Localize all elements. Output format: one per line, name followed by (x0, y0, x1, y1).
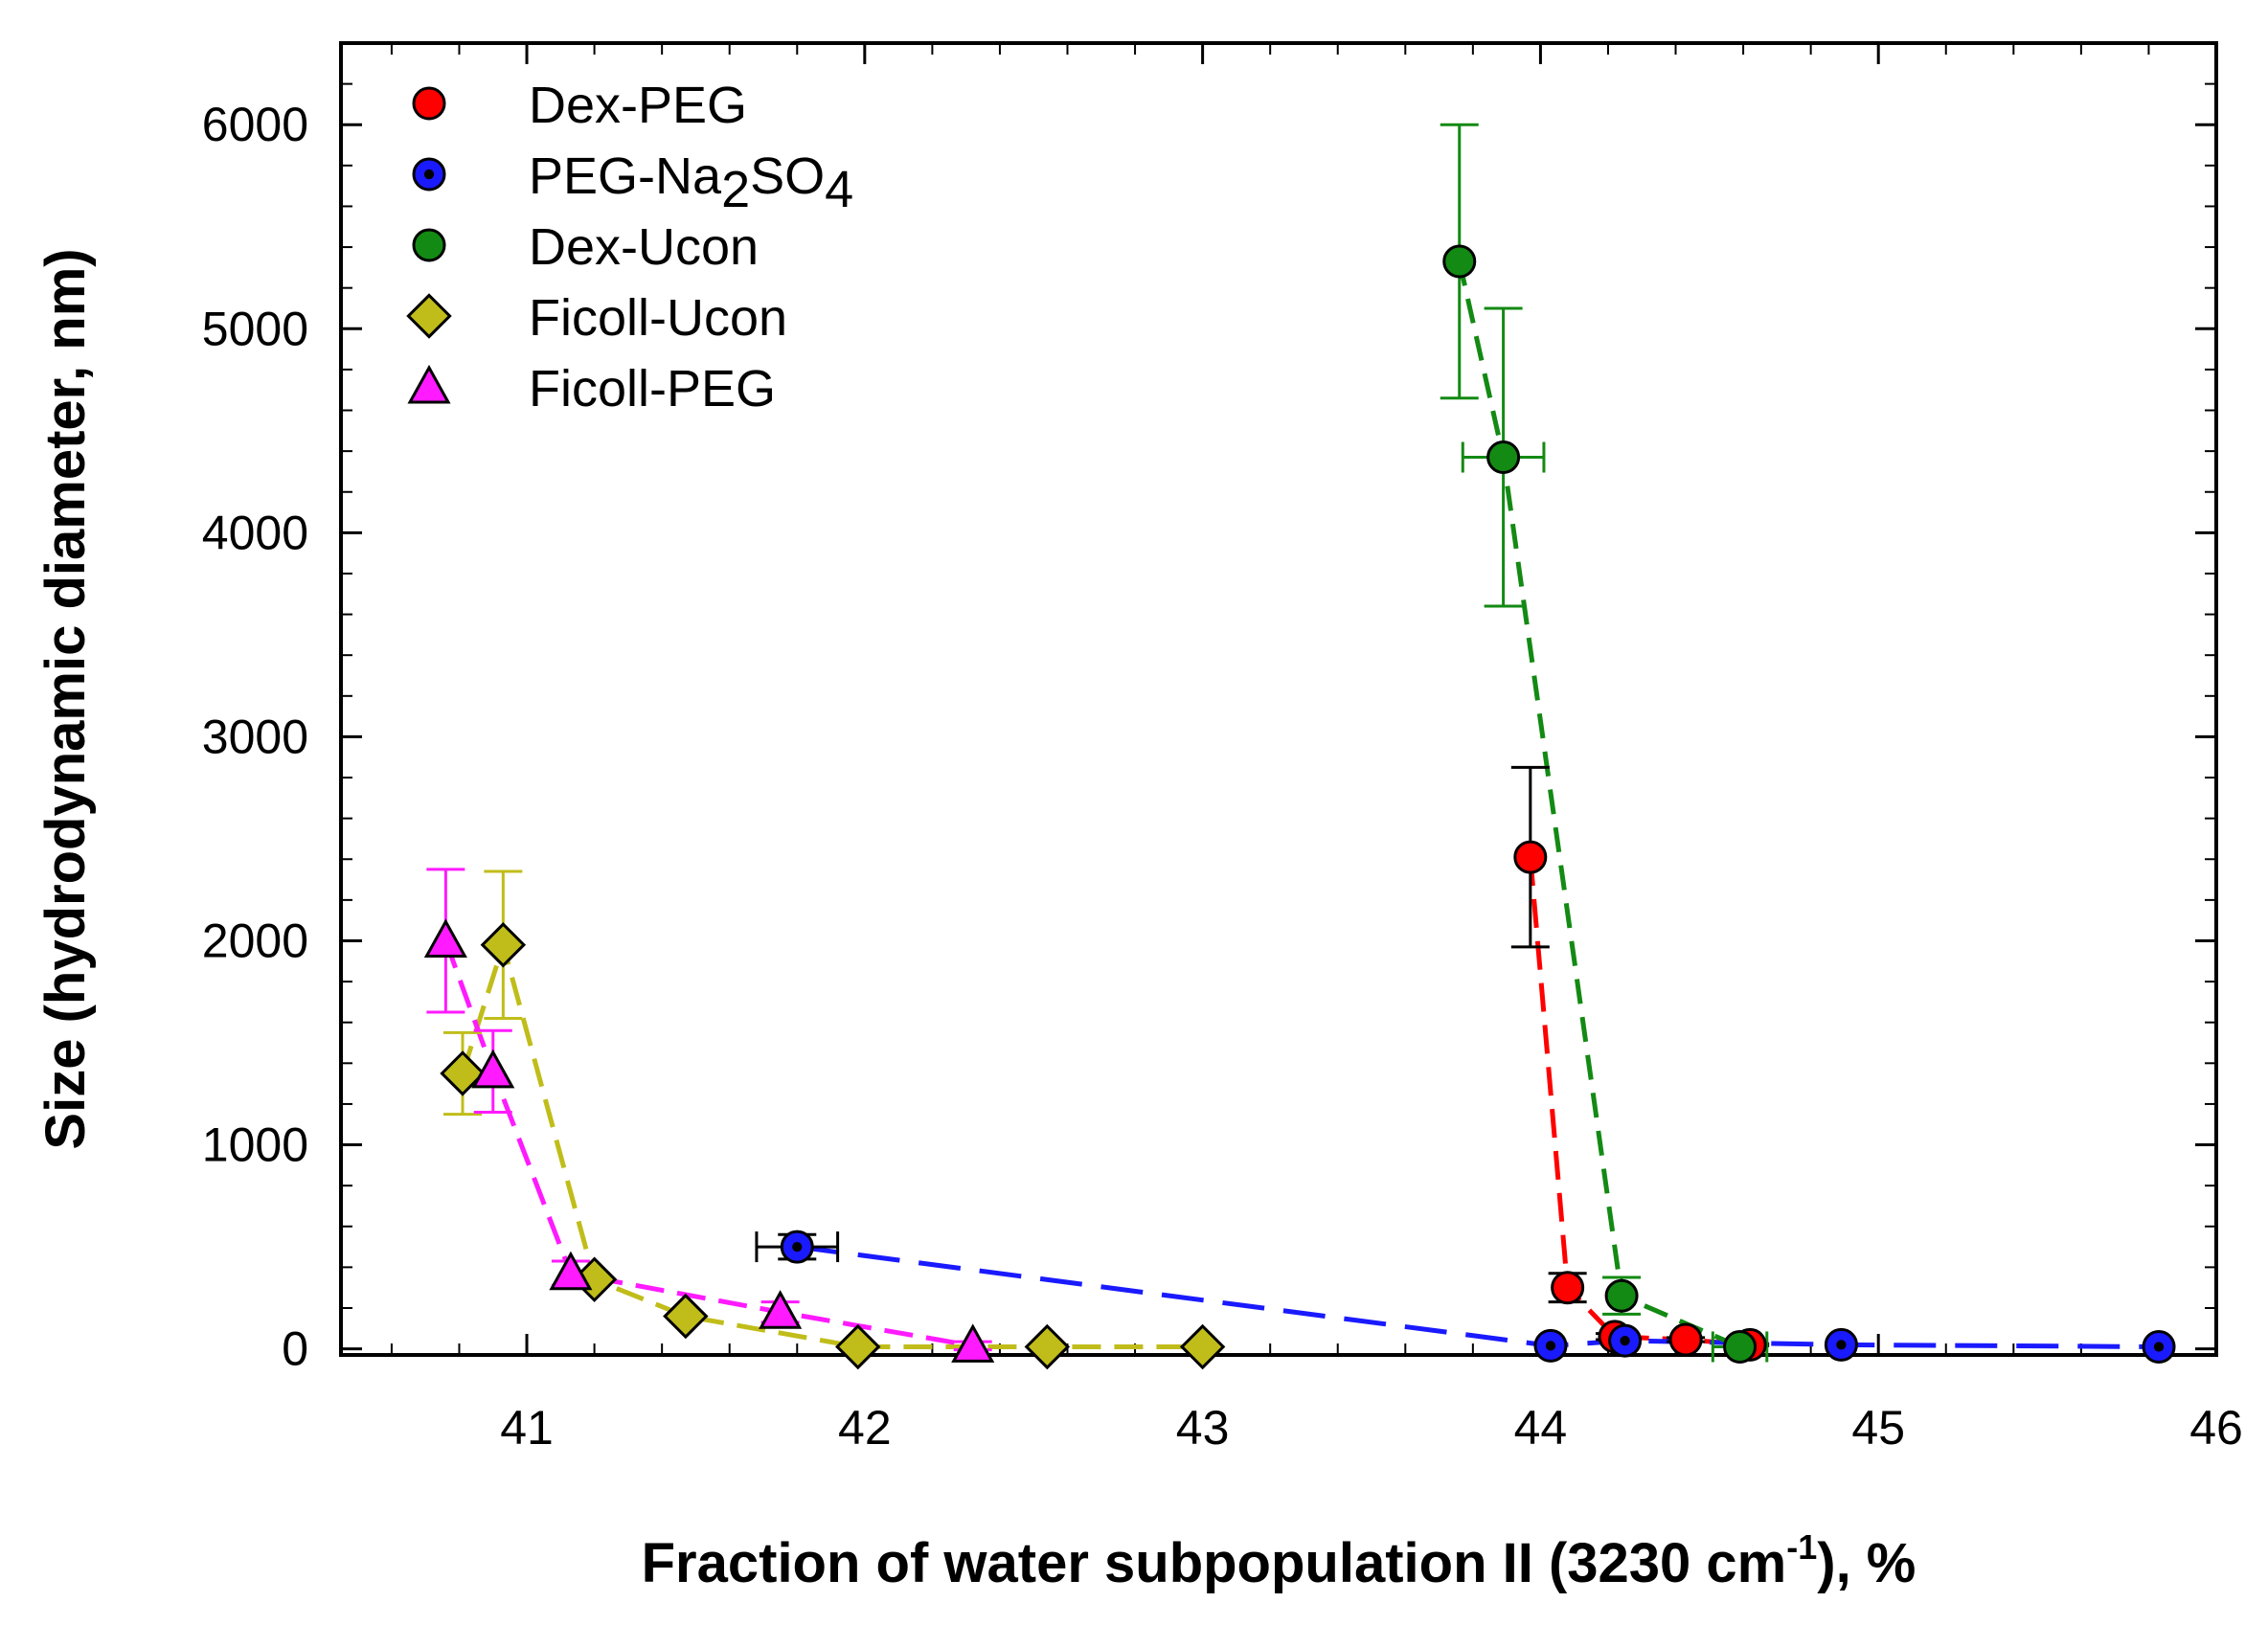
data-point-ficoll-peg (759, 1290, 803, 1329)
data-point-peg-na2so4-dot (1836, 1340, 1847, 1350)
legend-marker-peg-na2so4-dot (423, 169, 435, 180)
legend-label-ficoll-peg: Ficoll-PEG (529, 360, 776, 418)
data-point-peg-na2so4 (2142, 1329, 2176, 1364)
y-tick-label: 0 (282, 1322, 308, 1376)
data-point-ficoll-ucon (1024, 1323, 1071, 1370)
y-tick-label: 3000 (202, 710, 308, 763)
data-point-dex-ucon (1442, 244, 1477, 279)
data-point-ficoll-ucon (440, 1050, 486, 1096)
data-point-ficoll-ucon (480, 922, 527, 968)
legend: Dex-PEGPEG-Na2SO4Dex-UconFicoll-UconFico… (406, 77, 853, 418)
legend-marker-ficoll-ucon (406, 293, 452, 339)
x-tick-label: 45 (1851, 1401, 1905, 1455)
y-tick-label: 6000 (202, 98, 308, 151)
data-point-ficoll-peg (471, 1049, 515, 1089)
y-tick-label: 2000 (202, 914, 308, 967)
legend-label-dex-ucon: Dex-Ucon (529, 218, 759, 276)
series-line-dex-ucon (1457, 260, 1741, 1349)
legend-label-peg-na2so4: PEG-Na2SO4 (529, 147, 853, 218)
legend-label-part: 2 (721, 161, 750, 218)
legend-item-dex-ucon: Dex-Ucon (412, 218, 759, 276)
legend-item-ficoll-ucon: Ficoll-Ucon (406, 289, 787, 347)
legend-label-part: Ficoll-Ucon (529, 289, 787, 347)
legend-marker-peg-na2so4 (412, 157, 446, 192)
data-point-peg-na2so4 (780, 1230, 814, 1264)
data-point-peg-na2so4-dot (792, 1241, 803, 1253)
legend-marker-dex-peg (412, 86, 446, 121)
y-tick-label: 1000 (202, 1118, 308, 1172)
y-tick-label: 5000 (202, 302, 308, 355)
legend-label-ficoll-ucon: Ficoll-Ucon (529, 289, 787, 347)
legend-label-part: Dex-Ucon (529, 218, 759, 276)
plot-area (339, 41, 2218, 1357)
legend-item-ficoll-peg: Ficoll-PEG (407, 360, 776, 418)
legend-marker-ficoll-peg (407, 364, 451, 404)
y-tick-label: 4000 (202, 506, 308, 559)
series-line-dex-peg (1528, 856, 1751, 1347)
x-tick-label: 46 (2189, 1401, 2243, 1455)
legend-label-part: SO (750, 147, 825, 205)
data-markers (423, 244, 2176, 1370)
legend-item-peg-na2so4: PEG-Na2SO4 (412, 147, 853, 218)
x-axis-title: Fraction of water subpopulation II (3230… (642, 1527, 1916, 1594)
data-point-peg-na2so4 (1533, 1328, 1568, 1363)
data-point-dex-ucon (1604, 1278, 1639, 1313)
legend-marker-dex-ucon (412, 228, 446, 262)
legend-label-dex-peg: Dex-PEG (529, 77, 747, 134)
data-point-dex-peg (1513, 840, 1548, 874)
data-point-ficoll-ucon (1179, 1323, 1226, 1370)
legend-item-dex-peg: Dex-PEG (412, 77, 747, 134)
data-point-dex-ucon (1723, 1329, 1758, 1364)
data-point-dex-ucon (1486, 440, 1521, 475)
data-point-dex-peg (1551, 1271, 1585, 1305)
data-point-ficoll-peg (423, 918, 467, 958)
legend-label-part: Ficoll-PEG (529, 360, 776, 418)
legend-label-part: Dex-PEG (529, 77, 747, 134)
data-point-peg-na2so4 (1608, 1323, 1643, 1358)
x-tick-label: 41 (500, 1401, 554, 1455)
data-point-peg-na2so4-dot (1620, 1335, 1630, 1346)
data-point-dex-peg (1668, 1322, 1703, 1357)
data-point-peg-na2so4-dot (2153, 1342, 2165, 1352)
x-tick-label: 43 (1176, 1401, 1230, 1455)
data-point-ficoll-peg (951, 1323, 995, 1363)
y-axis-title: Size (hydrodynamic diameter, nm) (34, 248, 97, 1149)
data-point-ficoll-ucon (663, 1293, 709, 1340)
x-tick-label: 44 (1514, 1401, 1568, 1455)
x-tick-label: 42 (838, 1401, 892, 1455)
data-point-ficoll-peg (549, 1251, 593, 1291)
legend-label-part: PEG-Na (529, 147, 722, 205)
data-point-peg-na2so4 (1824, 1327, 1858, 1362)
data-point-peg-na2so4-dot (1545, 1341, 1556, 1351)
data-point-ficoll-ucon (835, 1323, 881, 1370)
legend-label-part: 4 (825, 161, 853, 218)
